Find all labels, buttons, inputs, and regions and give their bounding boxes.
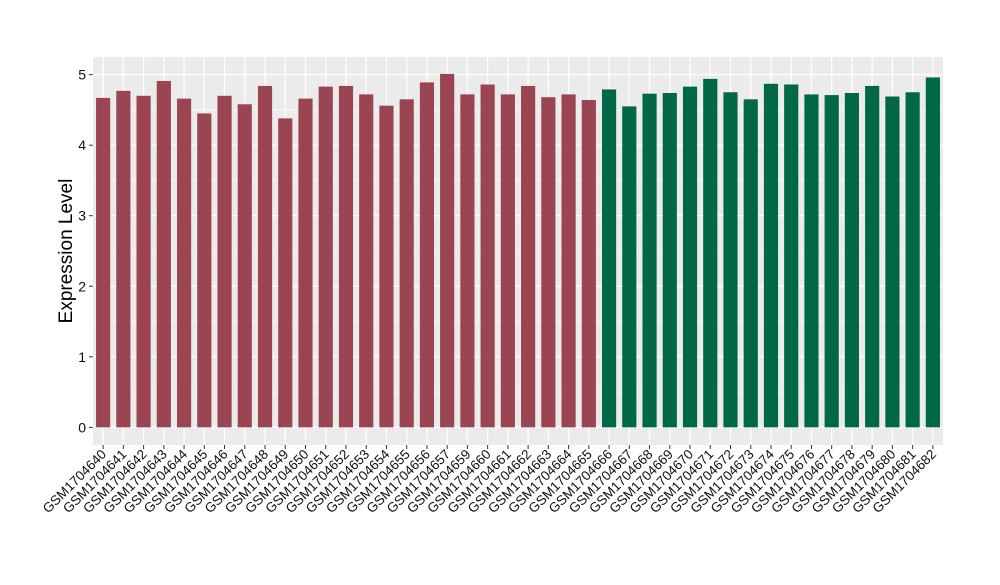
bar-GSM1704641 [116, 90, 131, 428]
bar-GSM1704669 [662, 92, 677, 428]
bar-GSM1704674 [763, 83, 779, 428]
bar-GSM1704657 [440, 73, 455, 428]
bar-GSM1704656 [419, 82, 435, 428]
bar-GSM1704682 [925, 77, 940, 428]
bar-GSM1704663 [541, 97, 556, 428]
bar-GSM1704665 [581, 100, 596, 428]
y-tick-label: 4 [78, 137, 86, 153]
bar-GSM1704644 [176, 98, 192, 428]
bar-GSM1704678 [844, 92, 860, 428]
bar-GSM1704660 [480, 84, 495, 428]
bar-GSM1704651 [318, 86, 333, 428]
bar-GSM1704647 [237, 104, 252, 428]
bar-GSM1704677 [824, 95, 839, 428]
y-tick-label: 2 [78, 278, 86, 294]
bar-GSM1704652 [338, 85, 354, 428]
bars [96, 73, 940, 428]
bar-GSM1704654 [379, 105, 394, 428]
bar-GSM1704648 [257, 85, 273, 428]
bar-GSM1704680 [885, 96, 900, 428]
y-tick-label: 0 [78, 419, 86, 435]
bar-GSM1704661 [500, 94, 515, 428]
bar-GSM1704653 [359, 94, 374, 428]
bar-GSM1704671 [703, 78, 718, 428]
bar-GSM1704673 [743, 99, 758, 428]
x-axis: GSM1704640GSM1704641GSM1704642GSM1704643… [40, 445, 939, 516]
bar-GSM1704679 [865, 85, 880, 428]
y-tick-label: 5 [78, 67, 86, 83]
bar-GSM1704672 [723, 92, 738, 428]
bar-GSM1704640 [96, 97, 111, 428]
bar-GSM1704642 [136, 95, 151, 428]
bar-GSM1704681 [905, 92, 920, 428]
bar-GSM1704675 [784, 84, 799, 428]
bar-GSM1704667 [622, 106, 637, 428]
bar-GSM1704676 [804, 94, 819, 428]
y-tick-label: 1 [78, 349, 86, 365]
bar-GSM1704666 [601, 89, 617, 428]
y-axis-title: Expression Level [56, 179, 77, 324]
y-axis: 0 1 2 3 4 5 [78, 67, 93, 435]
bar-GSM1704668 [642, 93, 657, 428]
bar-GSM1704664 [561, 94, 576, 428]
bar-GSM1704643 [156, 80, 171, 428]
bar-GSM1704659 [460, 94, 475, 428]
bar-GSM1704649 [278, 118, 293, 428]
y-tick-label: 3 [78, 208, 86, 224]
bar-GSM1704645 [197, 113, 212, 428]
bar-GSM1704655 [399, 99, 414, 428]
bar-GSM1704670 [682, 86, 698, 428]
bar-GSM1704646 [217, 95, 232, 428]
bar-GSM1704650 [298, 98, 313, 428]
bar-GSM1704662 [521, 85, 536, 428]
